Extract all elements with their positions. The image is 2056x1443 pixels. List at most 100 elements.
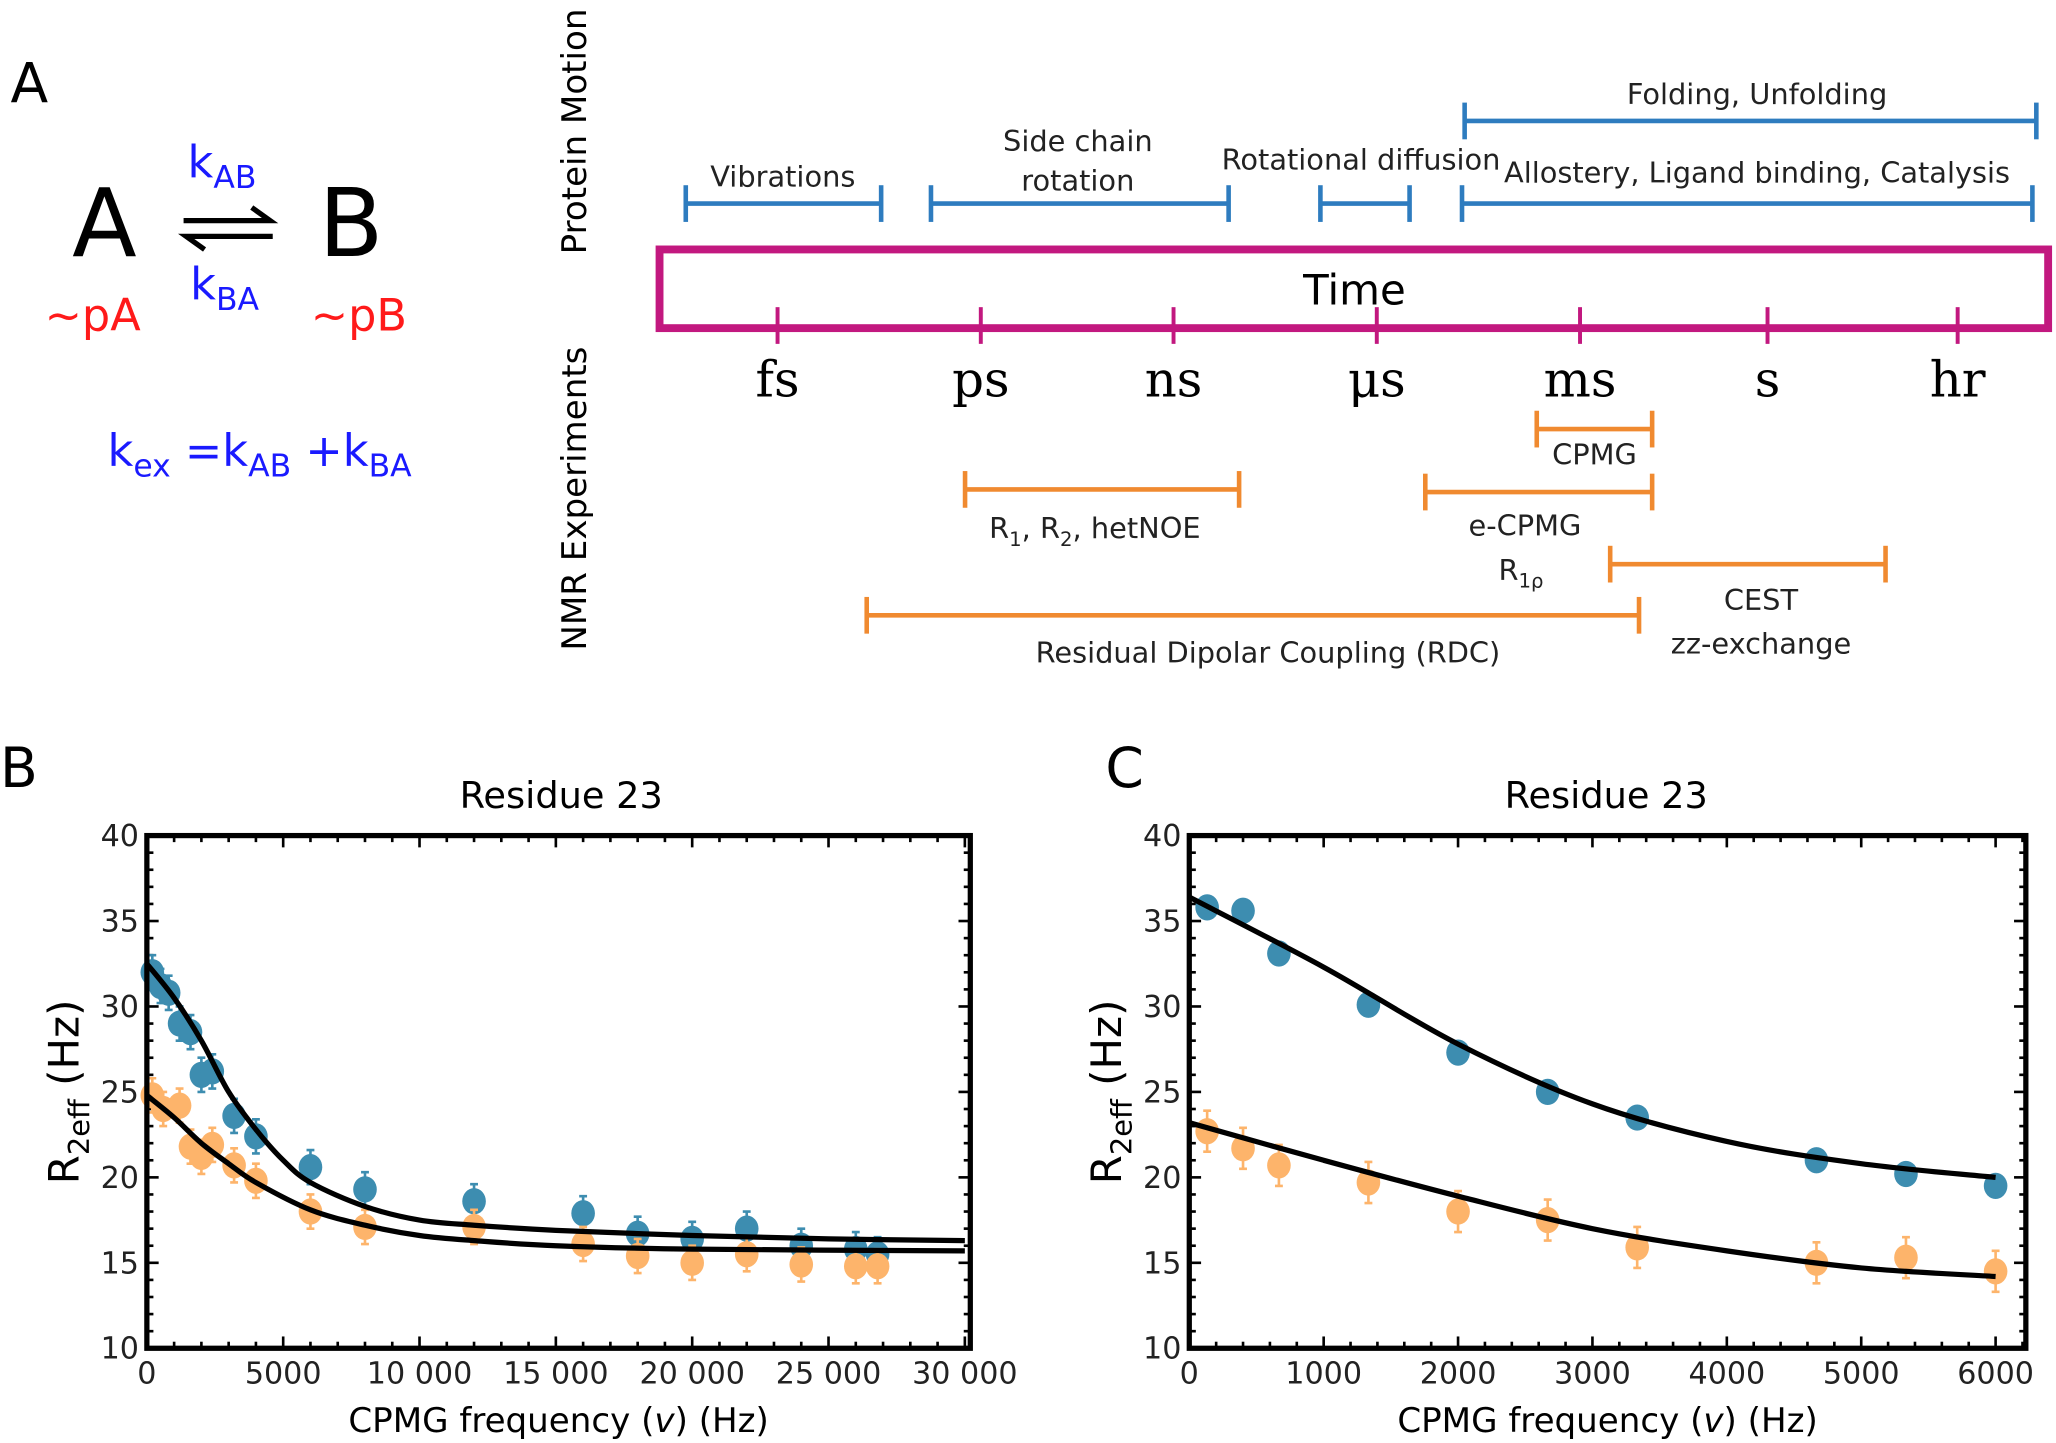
x-tick-label: 5000: [245, 1357, 322, 1392]
y-tick-label: 15: [101, 1246, 139, 1281]
data-point: [1267, 1152, 1291, 1179]
series-0: [140, 953, 890, 1273]
chart-b: B Residue 23 0 5000 10 000 15 000 20 000 25 000…: [0, 736, 1018, 1441]
y-tick-label: 25: [1143, 1075, 1181, 1110]
fit-curve: [145, 1093, 965, 1254]
protein-motion-heading: Protein Motion: [555, 9, 595, 255]
y-tick-label: 40: [101, 819, 139, 854]
population-a: ~pA: [45, 290, 142, 342]
data-point: [178, 1018, 203, 1046]
fit-curve: [144, 962, 965, 1244]
data-point: [1983, 1258, 2008, 1285]
y-tick-label: 40: [1143, 819, 1181, 854]
fit-curve: [1188, 1120, 1996, 1280]
motion-label-side-chain: Side chain: [1003, 124, 1153, 158]
kex-equation: kex =kAB +kBA: [108, 425, 413, 484]
nmr-experiments-heading: NMR Experiments: [555, 347, 595, 651]
bracket-cest: [1607, 545, 1888, 583]
bracket-rotational-diffusion: [1318, 185, 1412, 222]
fit-curve: [1188, 894, 1996, 1180]
equilibrium-arrows-icon: [178, 205, 279, 252]
exp-label-relaxation: R1, R2, hetNOE: [989, 511, 1201, 551]
exp-label-r1rho: R1ρ: [1499, 553, 1544, 593]
data-point: [244, 1123, 268, 1150]
x-tick-label: 3000: [1554, 1357, 1631, 1392]
state-a: A: [72, 169, 137, 279]
data-point: [1894, 1244, 1918, 1271]
x-tick-label: 6000: [1957, 1357, 2034, 1392]
y-tick-label: 20: [101, 1161, 139, 1196]
series-0: [1195, 894, 2008, 1200]
panel-label: B: [0, 736, 38, 800]
bracket-relaxation: [962, 471, 1242, 508]
y-tick-label: 15: [1143, 1246, 1181, 1281]
exp-label-rdc: Residual Dipolar Coupling (RDC): [1036, 635, 1501, 669]
exp-label-cest: CEST: [1724, 583, 1799, 617]
bracket-vibrations: [683, 185, 884, 222]
data-point: [353, 1176, 377, 1203]
data-point: [167, 1092, 192, 1119]
y-tick-label: 10: [1143, 1332, 1181, 1367]
plot-frame: [1186, 832, 2029, 1351]
data-point: [1804, 1147, 1829, 1174]
chart-c: C Residue 23 0 1000 2000 3000 4000 5000 6000 10 15…: [1082, 736, 2034, 1441]
data-point: [1446, 1198, 1470, 1225]
state-b: B: [319, 169, 384, 279]
rate-k-ba: kBA: [190, 258, 259, 317]
y-tick-label: 30: [1143, 990, 1181, 1025]
data-point: [200, 1131, 225, 1159]
y-tick-label: 10: [101, 1332, 139, 1367]
motion-label-rotation: rotation: [1021, 163, 1134, 197]
x-tick-label: 0: [1180, 1357, 1199, 1392]
data-point: [1625, 1234, 1649, 1261]
data-point: [789, 1251, 814, 1278]
data-point: [865, 1253, 890, 1280]
x-tick-label: 2000: [1420, 1357, 1497, 1392]
data-point: [734, 1241, 759, 1268]
data-point: [571, 1200, 595, 1227]
x-tick-label: 30 000: [912, 1357, 1017, 1392]
exp-label-zz-exchange: zz-exchange: [1671, 626, 1852, 660]
motion-label-folding: Folding, Unfolding: [1627, 77, 1887, 111]
data-point: [1894, 1160, 1918, 1188]
plot-frame: [144, 832, 973, 1351]
time-unit-label: ns: [1145, 350, 1203, 408]
data-point: [298, 1154, 323, 1181]
exp-label-ecpmg: e-CPMG: [1469, 508, 1582, 542]
x-tick-label: 20 000: [639, 1357, 744, 1392]
rate-k-ab: kAB: [188, 136, 257, 195]
bracket-allostery: [1459, 185, 2035, 222]
motion-label-allostery: Allostery, Ligand binding, Catalysis: [1504, 156, 2010, 190]
time-unit-label: hr: [1930, 350, 1986, 408]
y-tick-label: 20: [1143, 1161, 1181, 1196]
series-1: [1195, 1109, 2008, 1294]
motion-label-rotational-diffusion: Rotational diffusion: [1222, 142, 1501, 176]
x-tick-label: 15 000: [503, 1357, 608, 1392]
bracket-folding: [1462, 102, 2039, 140]
y-tick-label: 25: [101, 1075, 139, 1110]
y-tick-label: 35: [1143, 905, 1181, 940]
x-axis-label: CPMG frequency (v) (Hz): [348, 1401, 768, 1441]
x-axis-label: CPMG frequency (v) (Hz): [1397, 1401, 1817, 1441]
x-tick-label: 0: [137, 1357, 156, 1392]
x-tick-label: 5000: [1823, 1357, 1900, 1392]
time-unit-label: μs: [1348, 350, 1406, 408]
x-tick-label: 1000: [1285, 1357, 1362, 1392]
time-unit-label: ms: [1544, 350, 1617, 408]
y-axis-label: R2eff (Hz): [1082, 1000, 1138, 1185]
time-unit-label: fs: [756, 350, 800, 408]
data-point: [571, 1230, 595, 1258]
bracket-cpmg: [1534, 410, 1655, 448]
x-tick-label: 10 000: [367, 1357, 472, 1392]
data-point: [462, 1188, 486, 1215]
time-label: Time: [1302, 266, 1406, 315]
data-point: [680, 1225, 704, 1253]
chart-title: Residue 23: [1505, 774, 1708, 817]
y-tick-label: 30: [101, 990, 139, 1025]
timescale-diagram: Protein Motion NMR Experiments Time fs ps…: [555, 9, 2053, 669]
data-point: [1231, 897, 1255, 924]
y-axis-label: R2eff (Hz): [40, 1000, 96, 1185]
time-unit-label: s: [1755, 350, 1781, 408]
data-point: [680, 1249, 704, 1276]
